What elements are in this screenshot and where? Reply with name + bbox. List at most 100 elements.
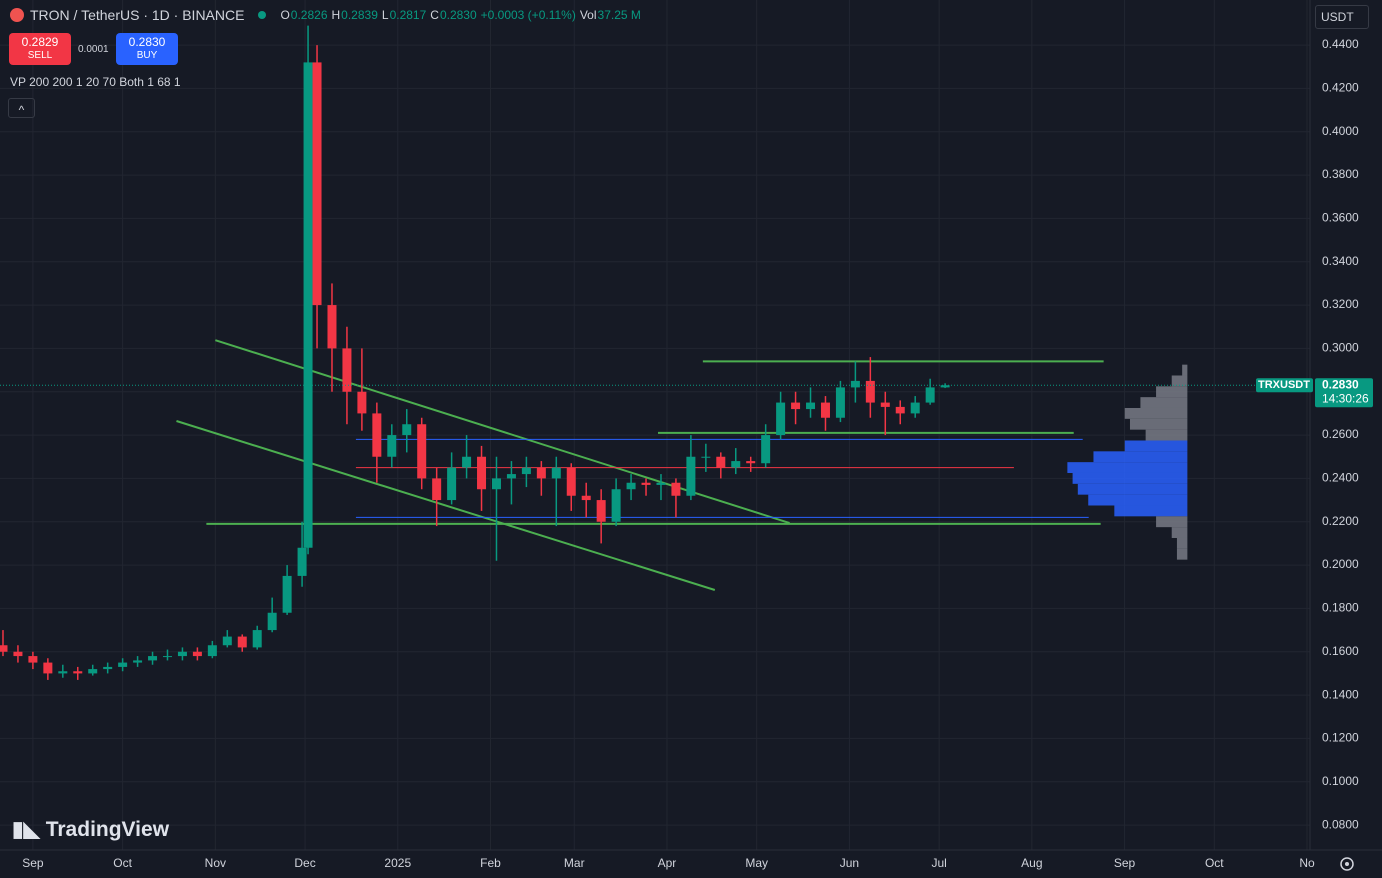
volume-profile-row [1093,451,1188,463]
candle-body [521,467,531,475]
candle-body [58,671,68,674]
symbol-tag-bg [1256,378,1313,393]
volume-profile-row [1124,407,1188,419]
sell-price: 0.2829 [21,35,59,49]
x-tick-label: Jun [840,856,859,870]
sell-label: SELL [27,50,53,61]
x-tick-label: Sep [1114,856,1136,870]
x-tick-label: Mar [564,856,585,870]
ohlc-value: 0.2826 [290,8,328,22]
ohlc: O0.2826 H0.2839 L0.2817 C0.2830 +0.0003 (+0.… [280,8,644,22]
ohlc-label: L [381,8,389,22]
candle-body [432,478,442,501]
logo: ▮◣ TradingView [12,818,170,841]
y-tick-label: 0.4200 [1322,81,1359,95]
candle-body [671,482,681,496]
y-tick-label: 0.1200 [1322,731,1359,745]
candle-body [820,402,830,418]
y-tick-label: 0.1400 [1322,687,1359,701]
candle-body [895,406,905,414]
volume-profile-row [1124,440,1188,452]
ohlc-label: C [430,8,439,22]
candle-body [148,656,158,661]
ohlc-value: 0.2839 [341,8,378,22]
candle-body [536,467,546,479]
candle-body [222,636,232,646]
x-tick-label: Aug [1021,856,1042,870]
candle-body [806,402,816,410]
volume-profile-row [1171,375,1188,387]
buy-price: 0.2830 [128,35,166,49]
candle-body [267,612,277,631]
candle-body [491,478,501,490]
y-tick-label: 0.3800 [1322,167,1359,181]
candle-body [133,660,143,663]
symbol-tag: TRXUSDT [1258,379,1310,391]
candle-body [103,666,113,670]
y-tick-label: 0.0800 [1322,817,1359,831]
volume-profile-row [1067,462,1188,473]
candle-body [596,500,606,522]
candle-body [88,669,98,674]
volume-value: 37.25 M [597,8,641,22]
buy-button[interactable]: 0.2830 BUY [116,33,178,65]
candle-body [297,547,307,576]
candle-body [177,651,187,657]
sell-button[interactable]: 0.2829 SELL [9,33,71,65]
indicator-legend[interactable]: VP 200 200 1 20 70 Both 1 68 1 [10,75,181,89]
y-tick-label: 0.3000 [1322,341,1359,355]
volume-profile-row [1088,494,1188,506]
volume-profile-row [1182,364,1188,376]
candle-body [791,402,801,410]
volume-profile-row [1072,472,1188,484]
ohlc-label: H [331,8,341,22]
x-tick-label: Jul [931,856,946,870]
candle-body [207,645,217,657]
candle-body [611,489,621,522]
candle-body [0,645,8,652]
x-tick-label: Feb [480,856,501,870]
volume-profile-row [1077,483,1188,495]
volume-profile-row [1156,516,1188,528]
candle-body [387,435,397,457]
volume-profile-row [1145,429,1188,441]
candle-body [641,482,651,485]
collapse-button[interactable]: ^ [8,98,35,118]
symbol-title[interactable]: TRON / TetherUS · 1D · BINANCE [30,7,245,23]
y-tick-label: 0.4000 [1322,124,1359,138]
candle-body [372,413,382,457]
candle-body [192,651,202,657]
candle-body [656,482,666,485]
logo-text: TradingView [45,818,170,841]
countdown: 14:30:26 [1322,391,1369,405]
candle-body [417,424,427,479]
y-tick-label: 0.1800 [1322,601,1359,615]
candle-body [910,402,920,414]
x-tick-label: Oct [1205,856,1224,870]
volume-profile-row [1140,397,1188,408]
candle-body [716,456,726,468]
candle-body [237,636,247,648]
grid [0,0,1310,850]
volume-profile-row [1176,537,1188,549]
candle-body [506,474,516,479]
candle-body [551,467,561,479]
x-tick-label: Apr [658,856,677,870]
settings-icon[interactable] [1340,857,1354,871]
candle-body [252,630,262,648]
candle-body [865,380,875,403]
x-tick-label: Dec [294,856,315,870]
candle-body [940,385,950,388]
candle-body [312,62,322,306]
change: +0.0003 (+0.11%) [480,8,576,22]
candle-body [303,62,313,548]
candle-body [776,402,786,436]
candle-body [447,467,457,501]
y-tick-label: 0.2400 [1322,471,1359,485]
last-price-label: 0.2830 [1322,377,1359,391]
candle-body [835,387,845,418]
currency-button[interactable]: USDT [1315,5,1369,29]
x-tick-label: No [1299,856,1315,870]
